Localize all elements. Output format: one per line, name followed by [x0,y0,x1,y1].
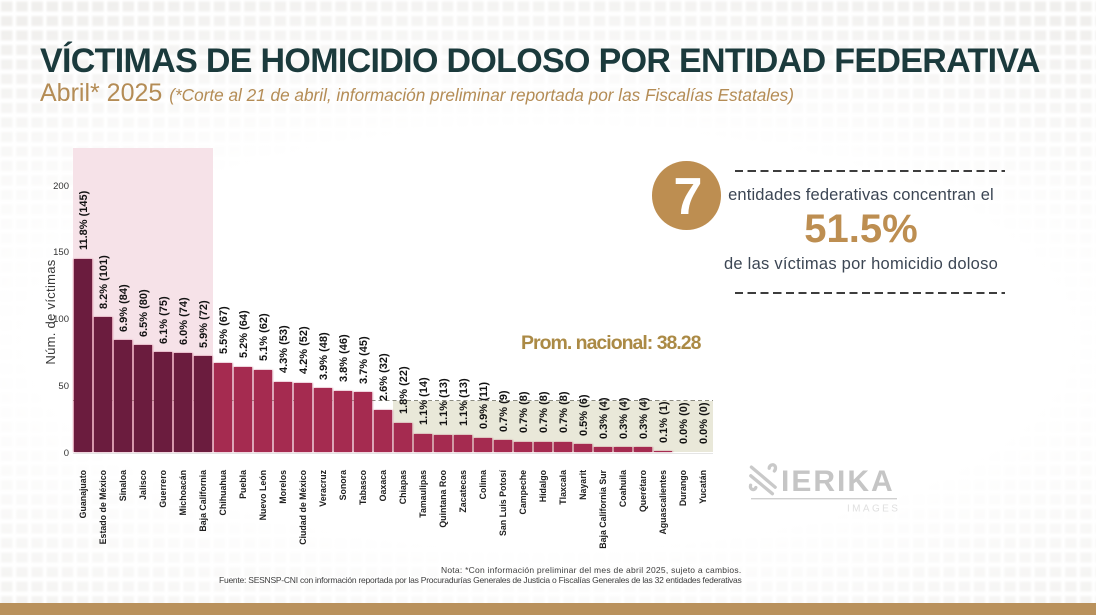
svg-text:IERIKA: IERIKA [781,465,895,498]
svg-text:IMAGES: IMAGES [847,504,900,515]
